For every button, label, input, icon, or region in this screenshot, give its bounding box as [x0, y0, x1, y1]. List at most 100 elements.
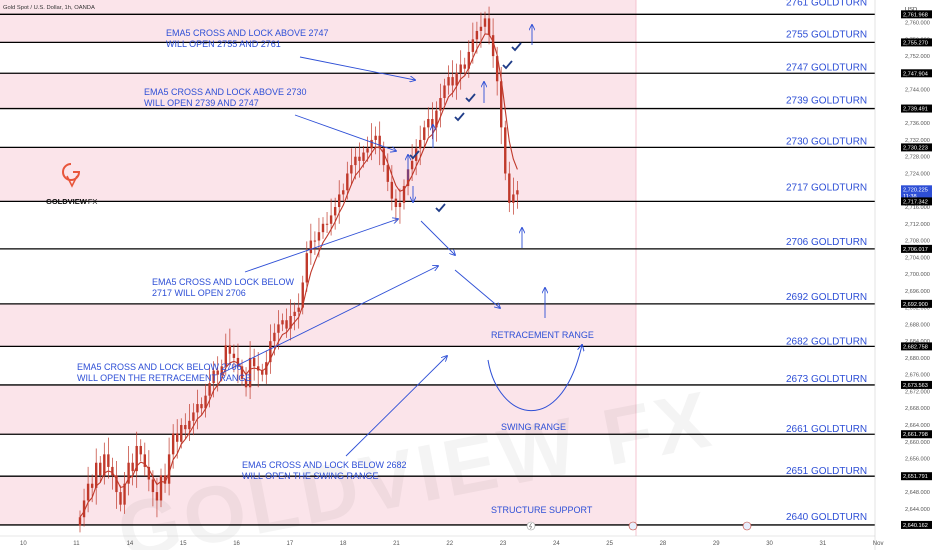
candle-body	[342, 190, 345, 195]
candle-body	[143, 454, 146, 467]
ema5-line	[79, 33, 518, 518]
x-axis[interactable]: 10 11 14 15 16 17 18 21 22 23 24 25 28 29 30 31 Nov	[20, 541, 883, 547]
price-label-box	[901, 520, 932, 529]
candle-body	[212, 370, 215, 384]
candle-body	[192, 412, 195, 421]
x-tick-label: 25	[606, 541, 613, 547]
candle-body	[297, 307, 300, 312]
candle-body	[115, 475, 118, 493]
candle-body	[447, 77, 450, 86]
candle-body	[354, 156, 357, 166]
candle-body	[123, 483, 126, 505]
level-lines	[0, 13, 875, 526]
annotation-text: EMA5 CROSS AND LOCK BELOW 2682 WILL OPEN …	[242, 460, 407, 481]
annotation-line: WILL OPEN 2739 AND 2747	[144, 98, 259, 108]
price-label-box	[901, 69, 932, 78]
price-label-text: 2,706.017	[903, 247, 928, 253]
annotation-line: EMA5 CROSS AND LOCK BELOW	[152, 277, 295, 287]
candle-body	[220, 366, 223, 375]
candle-body	[139, 445, 142, 455]
candle-body	[427, 118, 430, 128]
annotation-text: EMA5 CROSS AND LOCK BELOW 2706 WILL OPEN …	[77, 362, 251, 383]
candle-body	[443, 85, 446, 99]
price-label-text: 2,682.758	[903, 344, 928, 350]
candle-body	[451, 77, 454, 86]
candle-body	[184, 425, 187, 430]
x-tick-label: 14	[127, 541, 134, 547]
candle-body	[107, 454, 110, 467]
candle-body	[431, 118, 434, 128]
candle-body	[285, 320, 288, 329]
y-tick-label: 2,716.000	[905, 205, 930, 211]
annotation-line: WILL OPEN 2755 AND 2761	[166, 39, 281, 49]
candle-body	[475, 30, 479, 40]
level-label: 2761 GOLDTURN	[786, 0, 867, 8]
candle-body	[261, 370, 264, 375]
candle-body	[135, 445, 138, 472]
price-label-text: 2,730.223	[903, 145, 928, 151]
candle-body	[82, 500, 86, 518]
zone-bands	[0, 0, 637, 536]
candle-body	[228, 345, 232, 354]
level-label: 2682 GOLDTURN	[786, 336, 867, 347]
price-label-box	[901, 104, 932, 113]
annotation-line: EMA5 CROSS AND LOCK ABOVE 2730	[144, 87, 307, 97]
annotation-line: EMA5 CROSS AND LOCK ABOVE 2747	[166, 28, 329, 38]
us-flag-icon	[628, 521, 638, 531]
logo: GOLDVIEWFX	[46, 163, 97, 206]
candle-body	[171, 433, 175, 455]
candle-body	[467, 51, 470, 69]
x-tick-label: 31	[820, 541, 827, 547]
candle-body	[147, 466, 151, 480]
price-labels: 2,761.968 2,755.270 2,747.904 2,739.491 2,73…	[901, 10, 932, 529]
candle-body	[269, 341, 272, 363]
candle-body	[350, 165, 353, 174]
candle-body	[459, 64, 462, 73]
candle-body	[423, 127, 426, 140]
price-label-box	[901, 244, 932, 253]
level-label: 2747 GOLDTURN	[786, 62, 867, 73]
price-label-text: 2,720.225	[903, 187, 928, 193]
y-tick-label: 2,680.000	[905, 356, 930, 362]
candle-body	[398, 202, 402, 208]
level-label: 2739 GOLDTURN	[786, 96, 867, 107]
event-markers	[526, 521, 752, 531]
annotation-line: WILL OPEN THE SWING RANGE	[242, 471, 379, 481]
candle-body	[273, 332, 276, 342]
level-label: 2706 GOLDTURN	[786, 237, 867, 248]
annotation-line: 2717 WILL OPEN 2706	[152, 288, 246, 298]
price-label-box	[901, 197, 932, 206]
y-tick-label: 2,660.000	[905, 440, 930, 446]
candle-body	[86, 483, 90, 501]
candle-body	[487, 18, 491, 36]
candle-body	[313, 240, 317, 242]
candle-body	[131, 462, 134, 472]
zone-band	[0, 384, 636, 435]
price-label-text: 2,747.904	[903, 71, 928, 77]
price-label-text: 2,761.968	[903, 12, 928, 18]
lightning-bolt-icon	[528, 522, 532, 530]
y-tick-label: 2,724.000	[905, 171, 930, 177]
candle-body	[378, 135, 381, 149]
price-label-text: 2,717.342	[903, 199, 928, 205]
logo-text: GOLDVIEWFX	[46, 197, 97, 206]
lightning-icon	[526, 521, 536, 531]
candle-body	[504, 127, 507, 174]
price-label-text: 2,739.491	[903, 107, 928, 113]
x-tick-label: 16	[233, 541, 240, 547]
candle-body	[119, 492, 122, 505]
y-tick-label: 2,736.000	[905, 121, 930, 127]
y-tick-label: 2,728.000	[905, 155, 930, 161]
candle-body	[281, 320, 284, 325]
candle-body	[390, 181, 394, 199]
level-label: 2717 GOLDTURN	[786, 182, 867, 193]
annotation-text: EMA5 CROSS AND LOCK ABOVE 2747 WILL OPEN …	[166, 28, 329, 49]
candle-body	[479, 26, 483, 31]
x-tick-label: 21	[393, 541, 400, 547]
zone-band-top	[0, 0, 636, 15]
price-label-sub: 11:38	[903, 194, 917, 200]
price-label-box	[901, 380, 932, 389]
level-label: 2673 GOLDTURN	[786, 374, 867, 385]
price-label-text: 2,661.798	[903, 432, 928, 438]
